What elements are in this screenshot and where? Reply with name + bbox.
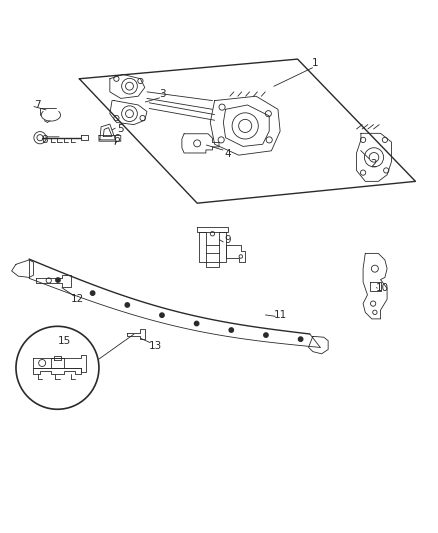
Circle shape bbox=[160, 313, 164, 317]
Circle shape bbox=[56, 278, 60, 282]
Circle shape bbox=[229, 328, 233, 332]
Text: 15: 15 bbox=[57, 336, 71, 346]
Text: 5: 5 bbox=[117, 124, 124, 134]
Text: 10: 10 bbox=[376, 284, 389, 293]
Text: 11: 11 bbox=[273, 310, 287, 320]
Circle shape bbox=[194, 321, 199, 326]
Text: 2: 2 bbox=[371, 159, 377, 169]
Text: 8: 8 bbox=[41, 135, 48, 145]
Text: 13: 13 bbox=[149, 341, 162, 351]
Text: 4: 4 bbox=[224, 149, 231, 159]
Text: 6: 6 bbox=[113, 134, 120, 144]
Text: 9: 9 bbox=[224, 235, 231, 245]
Text: 7: 7 bbox=[35, 100, 41, 110]
Text: 3: 3 bbox=[159, 89, 166, 99]
Circle shape bbox=[90, 291, 95, 295]
Circle shape bbox=[298, 337, 303, 341]
Text: 1: 1 bbox=[312, 59, 318, 68]
Circle shape bbox=[264, 333, 268, 337]
Circle shape bbox=[125, 303, 130, 307]
Text: 12: 12 bbox=[71, 294, 84, 304]
